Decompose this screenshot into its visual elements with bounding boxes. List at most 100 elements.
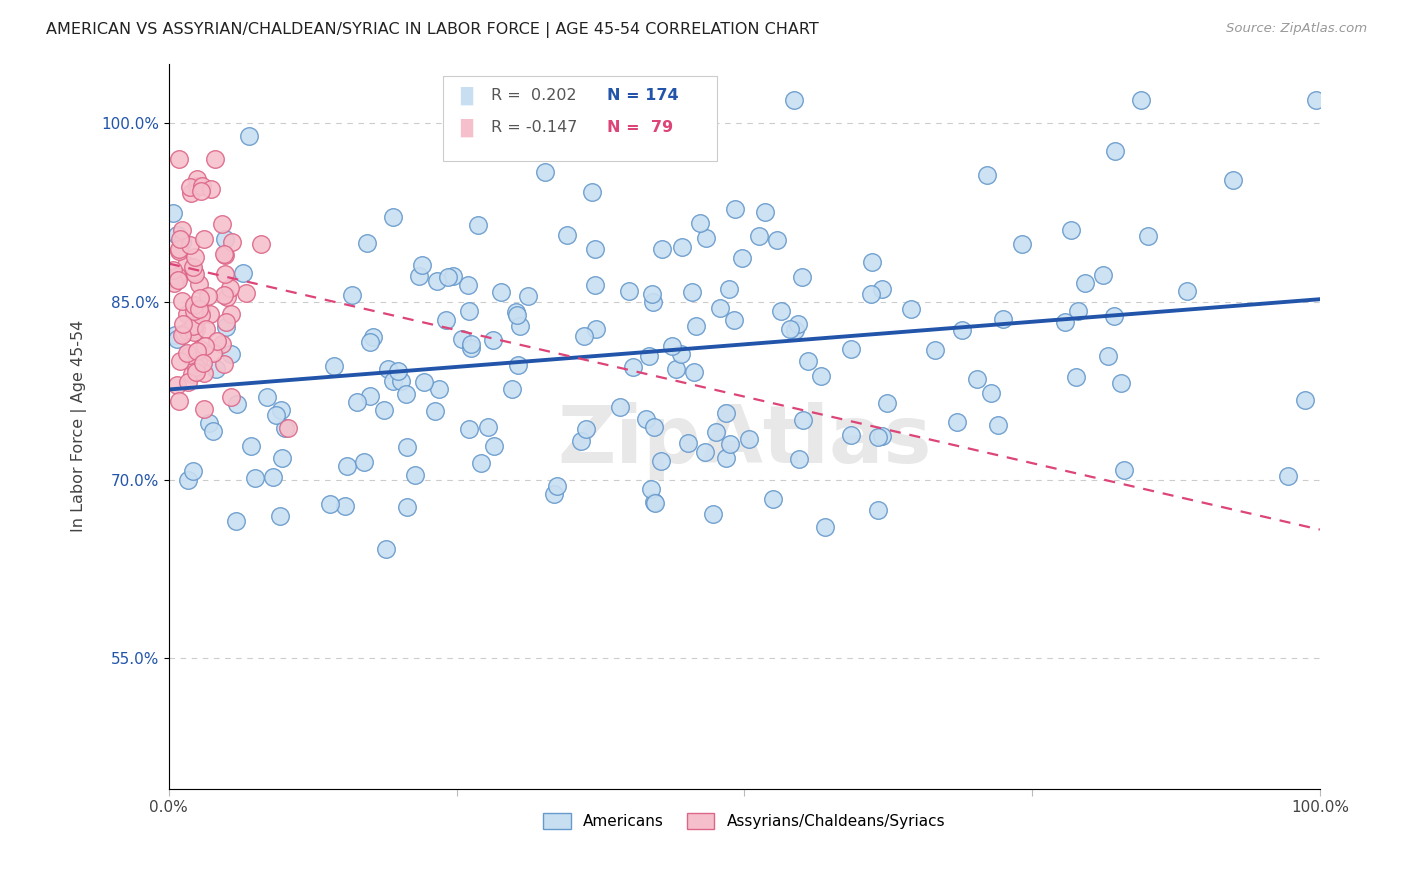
Point <box>585 322 607 336</box>
Point <box>188 343 211 357</box>
Point <box>198 307 221 321</box>
Text: R =  0.202: R = 0.202 <box>491 88 576 103</box>
Point <box>336 458 359 473</box>
Point <box>373 403 395 417</box>
Point <box>1305 93 1327 107</box>
Point <box>215 315 238 329</box>
Point <box>787 317 810 331</box>
Point <box>609 400 631 414</box>
Point <box>509 319 531 334</box>
Point <box>841 427 863 442</box>
Point <box>200 181 222 195</box>
Point <box>190 184 212 198</box>
Point <box>190 302 212 317</box>
Point <box>787 452 810 467</box>
Point <box>434 312 457 326</box>
Point <box>387 364 409 378</box>
Text: Source: ZipAtlas.com: Source: ZipAtlas.com <box>1226 22 1367 36</box>
Point <box>204 152 226 166</box>
Point <box>395 387 418 401</box>
Point <box>681 285 703 299</box>
Point <box>250 237 273 252</box>
Point <box>219 390 242 404</box>
Point <box>361 330 384 344</box>
Point <box>457 278 479 293</box>
Point <box>176 346 198 360</box>
Point <box>187 355 209 369</box>
Point <box>190 309 212 323</box>
Point <box>1066 304 1088 318</box>
Point <box>724 202 747 216</box>
Point <box>183 304 205 318</box>
Point <box>177 324 200 338</box>
Point <box>581 185 603 199</box>
Point <box>396 500 419 514</box>
Point <box>239 439 262 453</box>
Point <box>177 473 200 487</box>
Point <box>546 479 568 493</box>
Point <box>792 413 814 427</box>
Point <box>661 338 683 352</box>
Point <box>1114 463 1136 477</box>
Point <box>569 434 592 448</box>
Point <box>868 502 890 516</box>
Point <box>678 436 700 450</box>
Point <box>172 293 194 308</box>
Point <box>353 455 375 469</box>
Point <box>714 406 737 420</box>
Point <box>167 152 190 166</box>
Text: R = -0.147: R = -0.147 <box>491 120 576 135</box>
Point <box>202 424 225 438</box>
Point <box>166 228 188 243</box>
Point <box>270 450 292 465</box>
Point <box>695 231 717 245</box>
Point <box>170 235 193 249</box>
Point <box>232 267 254 281</box>
Point <box>174 258 197 272</box>
Point <box>389 374 412 388</box>
Point <box>166 332 188 346</box>
Text: AMERICAN VS ASSYRIAN/CHALDEAN/SYRIAC IN LABOR FORCE | AGE 45-54 CORRELATION CHAR: AMERICAN VS ASSYRIAN/CHALDEAN/SYRIAC IN … <box>46 22 820 38</box>
Point <box>640 482 662 496</box>
Point <box>792 270 814 285</box>
Point <box>860 286 883 301</box>
Point <box>411 258 433 272</box>
Point <box>212 357 235 371</box>
Point <box>484 439 506 453</box>
Point <box>193 232 215 246</box>
Point <box>217 290 239 304</box>
Point <box>617 284 640 298</box>
Point <box>870 282 893 296</box>
Point <box>1092 268 1115 282</box>
Point <box>193 366 215 380</box>
Point <box>184 250 207 264</box>
Point <box>221 235 243 250</box>
Point <box>1222 173 1244 187</box>
Point <box>783 323 806 337</box>
Point <box>167 243 190 257</box>
Point <box>451 332 474 346</box>
Point <box>214 319 236 334</box>
Point <box>460 341 482 355</box>
Point <box>214 267 236 281</box>
Point <box>264 408 287 422</box>
Point <box>477 419 499 434</box>
Point <box>481 333 503 347</box>
Point <box>188 277 211 291</box>
Point <box>441 269 464 284</box>
Point <box>543 487 565 501</box>
Point <box>375 542 398 557</box>
Point <box>866 429 889 443</box>
Point <box>1137 229 1160 244</box>
Point <box>425 403 447 417</box>
Point <box>186 343 208 358</box>
Point <box>467 218 489 232</box>
Text: ZipAtlas: ZipAtlas <box>557 401 932 480</box>
Point <box>671 240 693 254</box>
Point <box>166 268 188 283</box>
Point <box>202 346 225 360</box>
Point <box>1064 369 1087 384</box>
Point <box>225 514 247 528</box>
Point <box>641 294 664 309</box>
Point <box>214 232 236 246</box>
